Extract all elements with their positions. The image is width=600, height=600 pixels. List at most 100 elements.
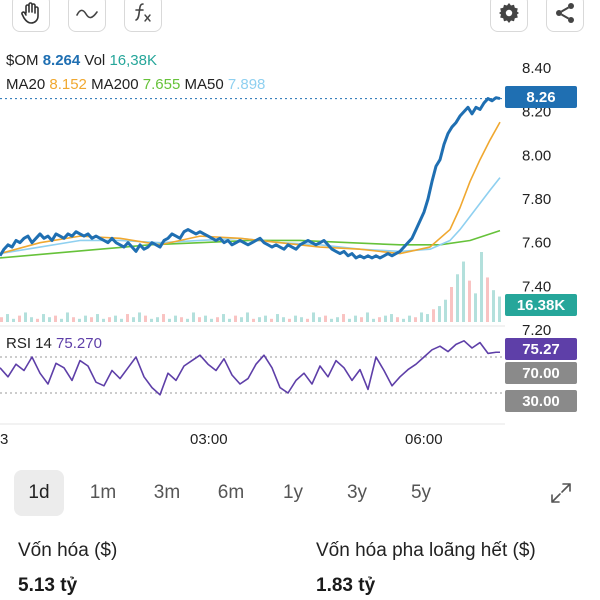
price-tick-label: 7.40: [522, 278, 551, 295]
chart-toolbar: [0, 0, 600, 34]
volume-bar: [138, 312, 141, 322]
diluted-cap-label: Vốn hóa pha loãng hết ($): [316, 540, 536, 561]
volume-bar: [78, 318, 81, 322]
ma20-label: MA20: [6, 76, 46, 93]
volume-bar: [84, 315, 87, 322]
volume-bar: [204, 315, 207, 322]
volume-bar: [180, 317, 183, 322]
settings-button[interactable]: [490, 0, 528, 32]
volume-bar: [192, 312, 195, 322]
volume-bar: [36, 318, 39, 322]
volume-bar: [54, 315, 57, 322]
volume-bar: [162, 314, 165, 322]
price-badge: 8.26: [505, 86, 577, 108]
time-tick-label: 03:00: [190, 431, 228, 448]
share-icon: [556, 3, 574, 23]
range-3y-button[interactable]: 3y: [346, 482, 368, 503]
volume-bar: [30, 317, 33, 322]
volume-bar: [438, 306, 441, 322]
volume-bar: [276, 314, 279, 322]
ma200-label: MA200: [91, 76, 139, 93]
hand-icon: [21, 2, 39, 24]
price-tick-label: 8.00: [522, 147, 551, 164]
rsi-upper-badge: 70.00: [505, 362, 577, 384]
ma50-value: 7.898: [227, 76, 266, 93]
range-selector: 1d 1m 3m 6m 1y 3y 5y: [0, 470, 600, 516]
indicator-tool-button[interactable]: [124, 0, 162, 32]
volume-bar: [318, 317, 321, 322]
function-icon: [135, 3, 151, 22]
volume-bar: [462, 261, 465, 322]
volume-bar: [306, 318, 309, 322]
range-5y-button[interactable]: 5y: [410, 482, 432, 503]
price-line: [0, 96, 501, 260]
expand-chart-button[interactable]: [546, 478, 576, 508]
vol-label: Vol: [84, 52, 106, 69]
volume-bar: [114, 315, 117, 322]
volume-bar: [168, 318, 171, 322]
expand-icon: [551, 483, 571, 503]
hand-tool-button[interactable]: [12, 0, 50, 32]
volume-bar: [288, 318, 291, 322]
volume-bar: [492, 290, 495, 322]
curve-icon: [76, 9, 98, 19]
volume-bar: [102, 318, 105, 322]
volume-bar: [414, 317, 417, 322]
rsi-badge: 75.27: [505, 338, 577, 360]
volume-bar: [156, 317, 159, 322]
volume-bar: [144, 315, 147, 322]
range-1y-button[interactable]: 1y: [282, 482, 304, 503]
volume-bar: [252, 318, 255, 322]
volume-bar: [198, 317, 201, 322]
volume-bar: [216, 317, 219, 322]
volume-bar: [150, 318, 153, 322]
curve-tool-button[interactable]: [68, 0, 106, 32]
rsi-value: 75.270: [56, 335, 102, 352]
volume-bar: [228, 318, 231, 322]
rsi-lower-badge: 30.00: [505, 390, 577, 412]
volume-bar: [186, 318, 189, 322]
volume-bar: [486, 277, 489, 322]
time-tick-label: 06:00: [405, 431, 443, 448]
share-button[interactable]: [546, 0, 584, 32]
price-tick-label: 7.60: [522, 235, 551, 252]
volume-bar: [48, 317, 51, 322]
rsi-label: RSI 14: [6, 335, 52, 352]
volume-bar: [498, 296, 501, 322]
volume-bar: [480, 252, 483, 322]
volume-bar: [90, 317, 93, 322]
ma20-value: 8.152: [49, 76, 87, 93]
time-tick-label: 3: [0, 431, 8, 448]
range-1m-button[interactable]: 1m: [89, 482, 117, 503]
market-cap-value: 5.13 tỷ: [18, 575, 78, 596]
volume-bar: [108, 317, 111, 322]
range-3m-button[interactable]: 3m: [153, 482, 181, 503]
price-tick-label: 8.40: [522, 60, 551, 77]
volume-bar: [120, 318, 123, 322]
range-6m-button[interactable]: 6m: [217, 482, 245, 503]
volume-bar: [402, 318, 405, 322]
volume-bar: [312, 312, 315, 322]
volume-bar: [42, 314, 45, 322]
volume-bar: [12, 318, 15, 322]
volume-bar: [300, 317, 303, 322]
volume-bar: [246, 312, 249, 322]
volume-bar: [270, 318, 273, 322]
volume-bar: [396, 317, 399, 322]
volume-bar: [132, 317, 135, 322]
volume-bar: [420, 312, 423, 322]
volume-bar: [72, 317, 75, 322]
volume-bar: [390, 314, 393, 322]
diluted-cap-value: 1.83 tỷ: [316, 575, 376, 596]
volume-bar: [282, 317, 285, 322]
volume-bar: [474, 293, 477, 322]
volume-bar: [264, 315, 267, 322]
volume-bar: [0, 317, 3, 322]
volume-bar: [426, 314, 429, 322]
volume-bar: [408, 315, 411, 322]
volume-bar: [336, 317, 339, 322]
volume-bar: [60, 318, 63, 322]
volume-bar: [18, 315, 21, 322]
range-1d-button[interactable]: 1d: [14, 470, 64, 516]
volume-bar: [324, 315, 327, 322]
